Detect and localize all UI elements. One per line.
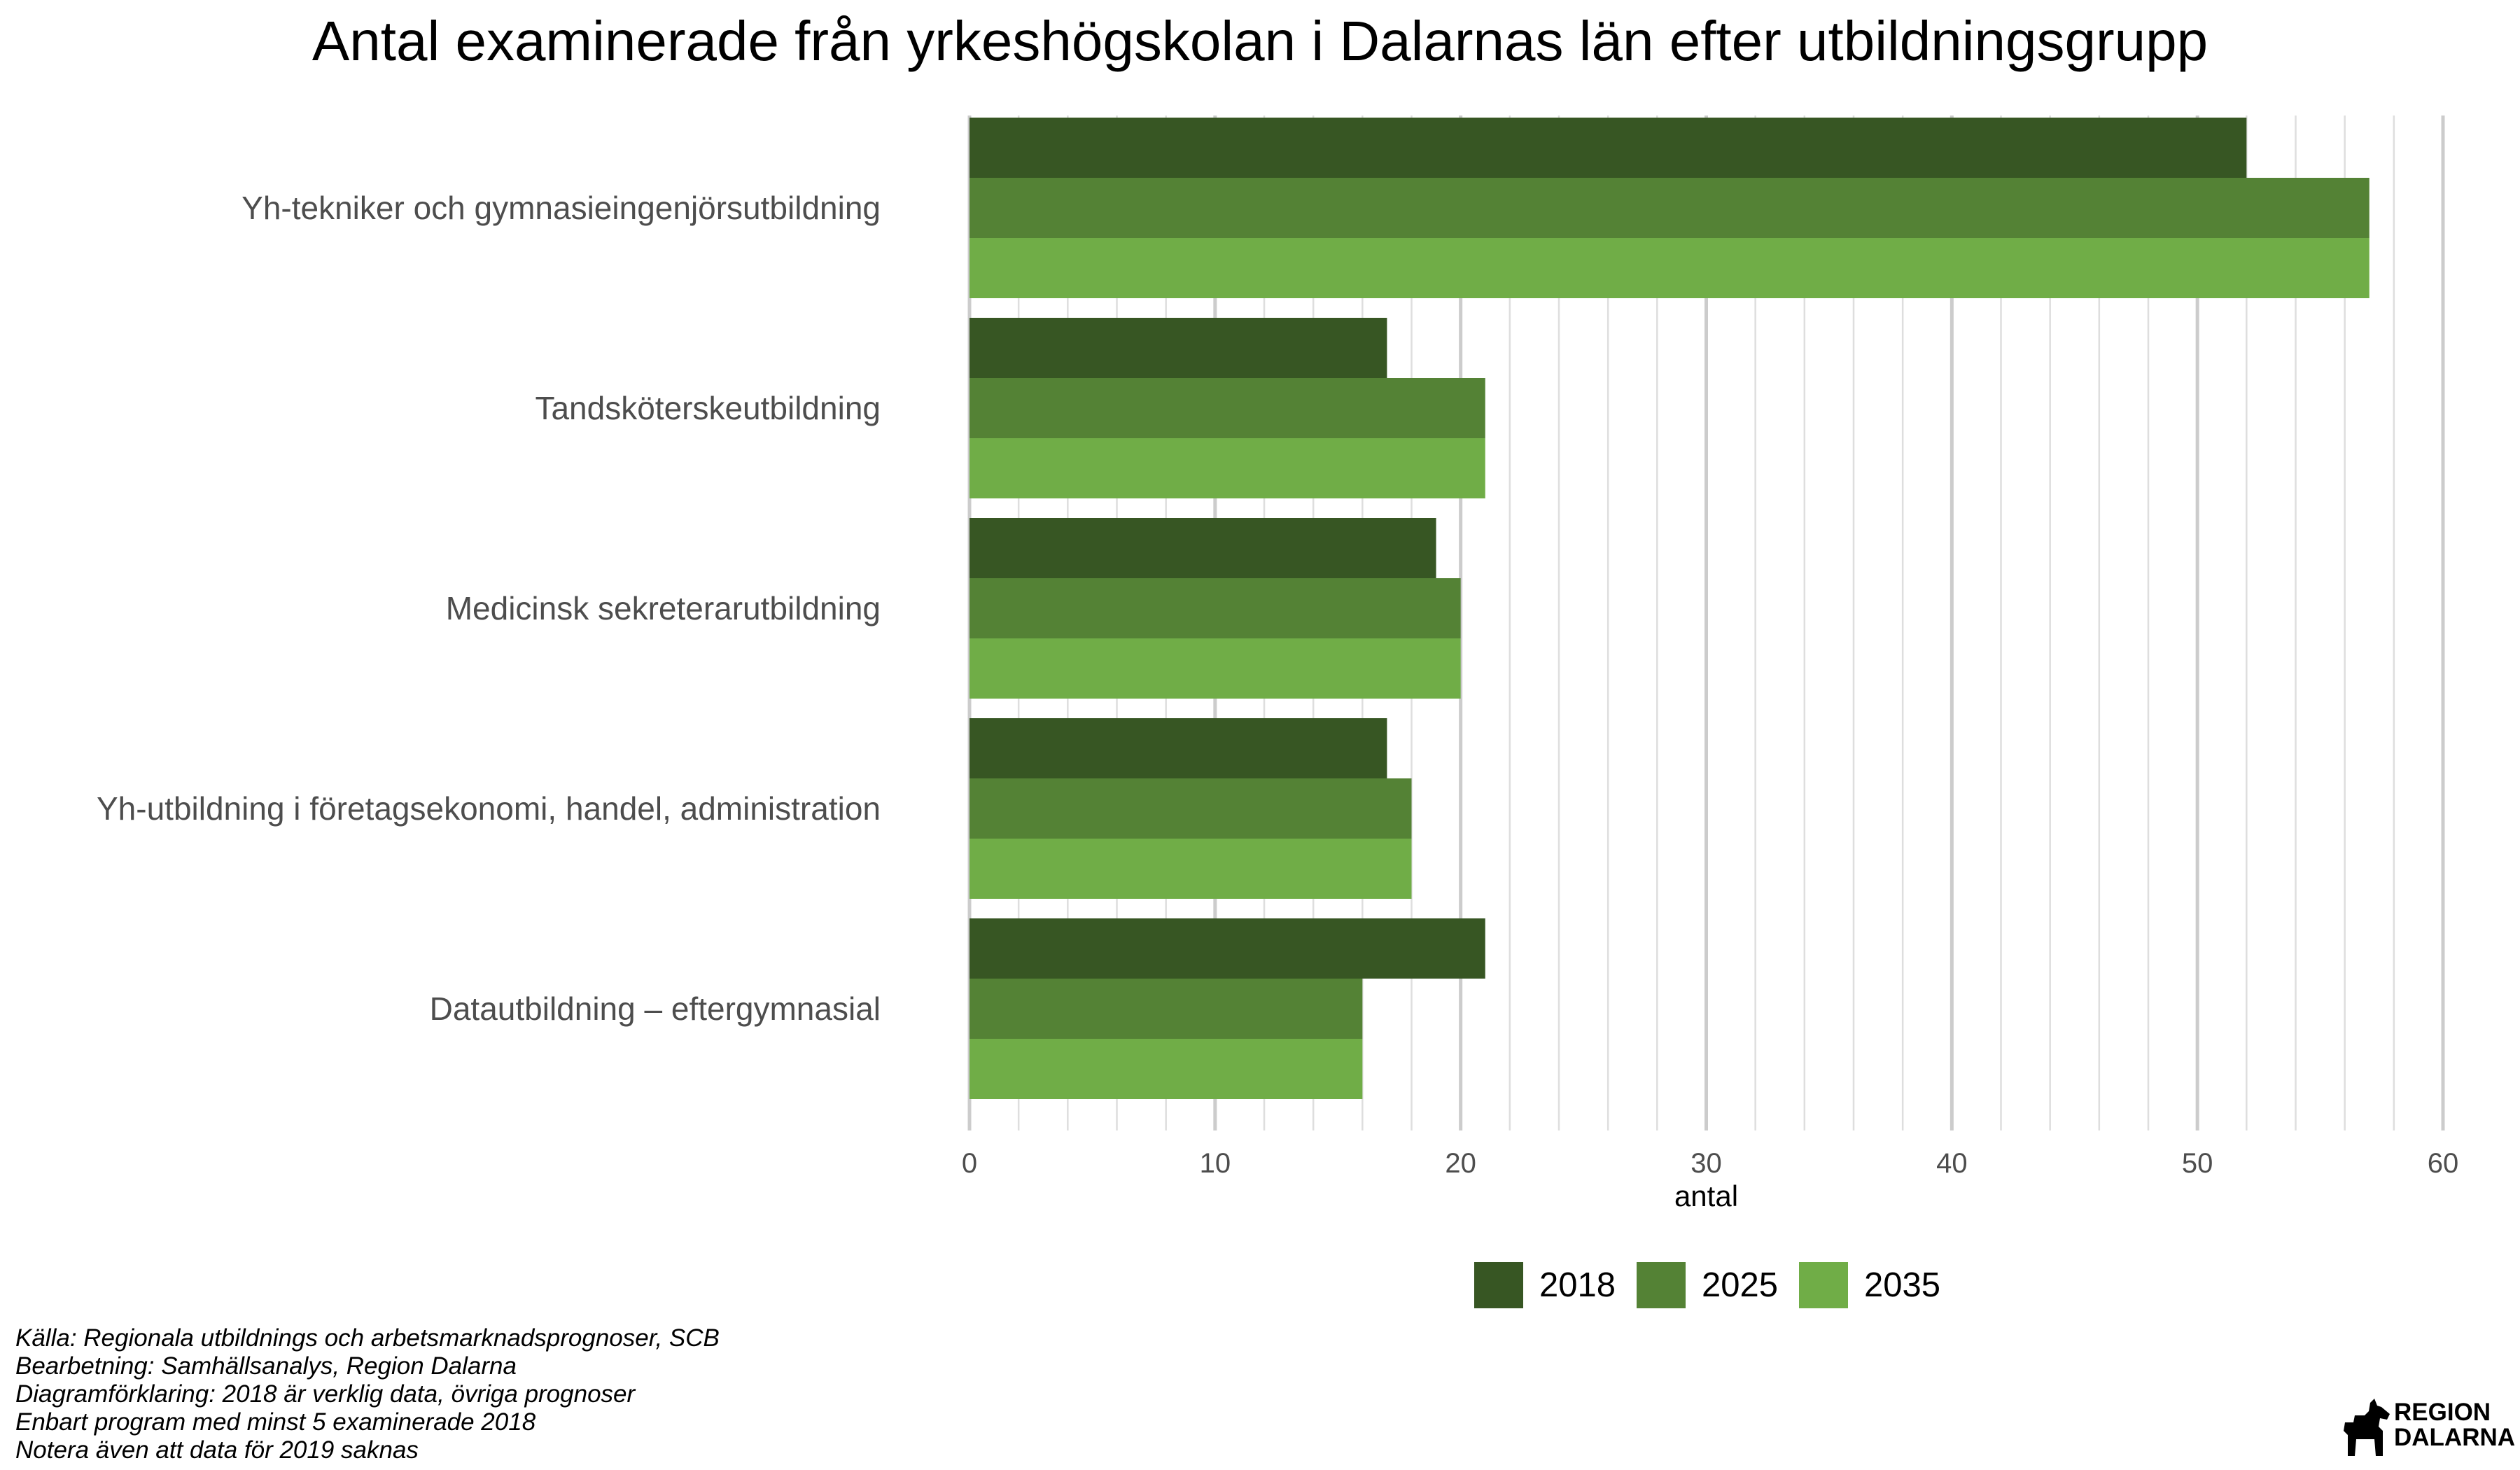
category-label: Medicinsk sekreterarutbildning — [446, 590, 881, 626]
footnotes: Källa: Regionala utbildnings och arbetsm… — [15, 1324, 720, 1464]
bar-2025-3 — [969, 578, 1461, 638]
category-label: Yh-tekniker och gymnasieingenjörsutbildn… — [241, 190, 881, 226]
x-tick-label: 0 — [962, 1148, 977, 1179]
chart-title: Antal examinerade från yrkeshögskolan i … — [312, 10, 2208, 72]
footnote-filter: Enbart program med minst 5 examinerade 2… — [15, 1408, 536, 1436]
bar-2018-5 — [969, 918, 1485, 979]
dala-horse-icon — [2344, 1399, 2390, 1456]
x-tick-labels: 0 10 20 30 40 50 60 — [962, 1148, 2458, 1179]
category-label: Yh-utbildning i företagsekonomi, handel,… — [97, 790, 881, 827]
bar-2018-1 — [969, 118, 2247, 178]
bar-2018-3 — [969, 518, 1436, 578]
footnote-source: Källa: Regionala utbildnings och arbetsm… — [15, 1324, 720, 1352]
footnote-missing-data: Notera även att data för 2019 saknas — [15, 1436, 419, 1464]
footnote-processing: Bearbetning: Samhällsanalys, Region Dala… — [15, 1352, 517, 1380]
bar-2035-1 — [969, 238, 2370, 298]
bar-2025-4 — [969, 778, 1412, 839]
region-dalarna-logo: REGION DALARNA — [2338, 1393, 2515, 1463]
bar-2018-4 — [969, 718, 1387, 778]
x-tick-label: 20 — [1445, 1148, 1476, 1179]
legend-label-2025: 2025 — [1702, 1266, 1778, 1304]
x-axis-title: antal — [1674, 1180, 1738, 1212]
x-tick-label: 30 — [1690, 1148, 1722, 1179]
x-tick-label: 50 — [2182, 1148, 2213, 1179]
bar-2018-2 — [969, 318, 1387, 378]
bar-2035-5 — [969, 1039, 1363, 1099]
legend-swatch-2018 — [1474, 1262, 1523, 1308]
bar-2025-2 — [969, 378, 1485, 438]
footnote-explanation: Diagramförklaring: 2018 är verklig data,… — [15, 1380, 636, 1408]
bar-2025-1 — [969, 178, 2370, 238]
bars — [969, 118, 2370, 1099]
logo-line-1: REGION — [2394, 1399, 2491, 1426]
bar-2035-2 — [969, 438, 1485, 498]
category-labels: Yh-tekniker och gymnasieingenjörsutbildn… — [97, 190, 881, 1027]
legend: 2018 2025 2035 — [1474, 1262, 1940, 1308]
legend-swatch-2035 — [1799, 1262, 1848, 1308]
bar-2025-5 — [969, 979, 1363, 1039]
category-label: Datautbildning – eftergymnasial — [430, 990, 881, 1027]
legend-label-2018: 2018 — [1539, 1266, 1616, 1304]
category-label: Tandsköterskeutbildning — [535, 390, 881, 426]
bar-2035-3 — [969, 638, 1461, 699]
legend-label-2035: 2035 — [1864, 1266, 1940, 1304]
bar-2035-4 — [969, 839, 1412, 899]
legend-swatch-2025 — [1637, 1262, 1686, 1308]
x-tick-label: 60 — [2428, 1148, 2459, 1179]
x-tick-label: 40 — [1936, 1148, 1968, 1179]
x-tick-label: 10 — [1200, 1148, 1231, 1179]
logo-line-2: DALARNA — [2394, 1424, 2516, 1451]
